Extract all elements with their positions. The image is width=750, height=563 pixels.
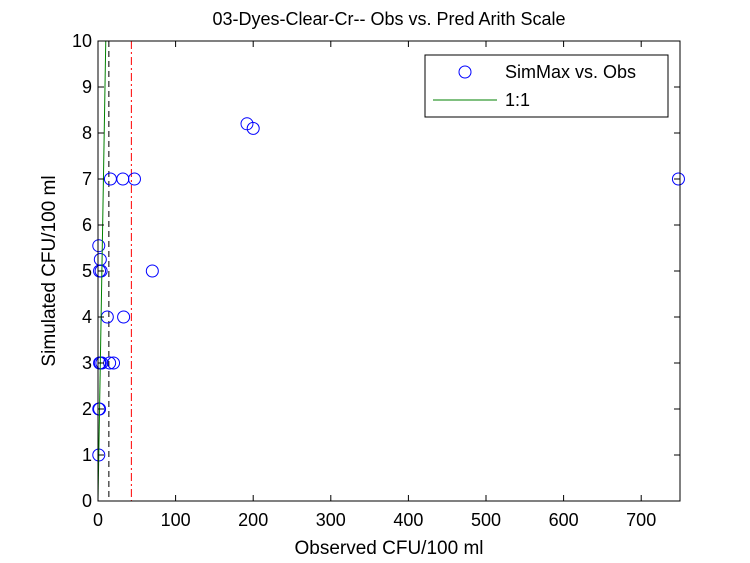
legend: SimMax vs. Obs 1:1 — [424, 54, 669, 118]
x-tick-label: 600 — [549, 510, 579, 530]
y-tick-label: 1 — [82, 445, 92, 465]
y-tick-label: 8 — [82, 123, 92, 143]
scatter-point — [93, 356, 107, 370]
scatter-point — [93, 253, 107, 266]
x-tick-label: 300 — [316, 510, 346, 530]
scatter-point — [107, 356, 121, 370]
y-tick-label: 0 — [82, 491, 92, 511]
scatter-point — [145, 264, 159, 278]
x-tick-label: 200 — [238, 510, 268, 530]
y-tick-label: 9 — [82, 77, 92, 97]
scatter-point — [671, 172, 685, 186]
scatter-point — [246, 121, 260, 135]
legend-label-one-to-one: 1:1 — [505, 90, 530, 110]
x-tick-label: 0 — [93, 510, 103, 530]
scatter-point — [117, 310, 131, 324]
legend-marker-simmax — [458, 65, 472, 79]
y-tick-label: 3 — [82, 353, 92, 373]
y-tick-label: 6 — [82, 215, 92, 235]
plot-area — [98, 41, 680, 501]
y-tick-label: 2 — [82, 399, 92, 419]
scatter-point — [127, 172, 141, 186]
x-tick-label: 100 — [161, 510, 191, 530]
y-axis-ticks: 0 1 2 3 4 5 6 7 8 9 10 — [72, 31, 680, 511]
x-tick-label: 700 — [626, 510, 656, 530]
reference-lines — [108, 41, 132, 501]
y-tick-label: 10 — [72, 31, 92, 51]
y-axis-label: Simulated CFU/100 ml — [39, 175, 60, 366]
scatter-point — [92, 239, 106, 253]
series-layer — [92, 40, 685, 502]
x-axis-ticks: 0 100 200 300 400 500 600 700 — [93, 41, 656, 530]
y-tick-label: 5 — [82, 261, 92, 281]
legend-label-simmax: SimMax vs. Obs — [505, 62, 636, 82]
x-tick-label: 500 — [471, 510, 501, 530]
x-tick-label: 400 — [393, 510, 423, 530]
x-axis-label: Observed CFU/100 ml — [294, 538, 483, 559]
y-tick-label: 4 — [82, 307, 92, 327]
y-tick-label: 7 — [82, 169, 92, 189]
chart-title: 03-Dyes-Clear-Cr-- Obs vs. Pred Arith Sc… — [212, 9, 565, 29]
legend-box — [424, 54, 669, 118]
